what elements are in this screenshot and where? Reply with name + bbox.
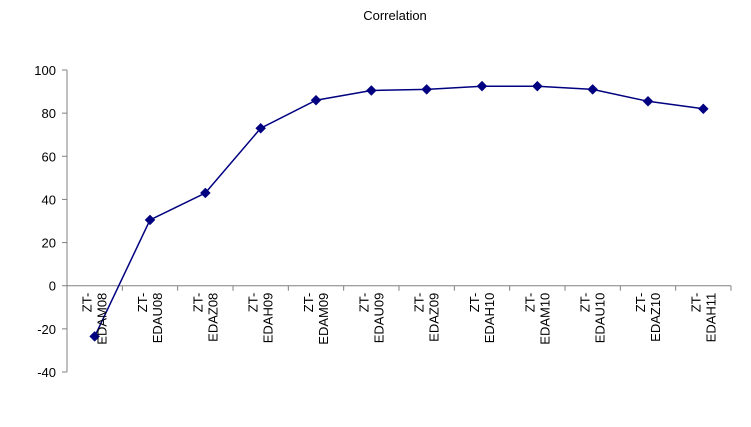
- y-tick-label: 80: [42, 106, 56, 121]
- category-label: ZT-EDAH10: [467, 293, 497, 344]
- series-line: [94, 85, 704, 337]
- category-label: ZT-EDAM10: [522, 293, 552, 345]
- data-point-marker: [199, 187, 211, 199]
- chart-title: Correlation: [363, 8, 427, 23]
- data-point-marker: [365, 85, 377, 96]
- y-tick-label: 100: [34, 63, 56, 78]
- y-tick-label: 0: [49, 279, 56, 294]
- y-tick-label: 40: [42, 192, 56, 207]
- data-point-marker: [89, 331, 101, 342]
- category-label: ZT-EDAZ10: [633, 293, 663, 342]
- data-point-marker: [476, 80, 488, 92]
- y-tick-label: -40: [37, 365, 56, 380]
- category-label: ZT-EDAM09: [301, 293, 331, 345]
- data-point-marker: [255, 122, 267, 134]
- x-axis: [66, 285, 732, 291]
- series: [89, 80, 709, 342]
- category-label: ZT-EDAU09: [356, 293, 386, 344]
- category-label: ZT-EDAZ08: [190, 293, 220, 342]
- category-label: ZT-EDAU10: [578, 293, 608, 344]
- data-point-marker: [697, 103, 709, 115]
- category-labels: ZT-EDAM08 ZT-EDAU08 ZT-EDAZ08 ZT-EDAH09 ZT-E…: [80, 293, 719, 345]
- y-tick-label: -20: [37, 322, 56, 337]
- category-label: ZT-EDAH09: [246, 293, 276, 344]
- data-point-marker: [642, 95, 654, 107]
- data-point-marker: [144, 214, 156, 226]
- data-point-marker: [587, 84, 599, 95]
- category-label: ZT-EDAM08: [80, 293, 110, 345]
- data-point-marker: [310, 94, 322, 106]
- y-axis: -40 -20 0 20 40 60 80 100: [34, 63, 68, 380]
- category-label: ZT-EDAU08: [135, 293, 165, 344]
- y-tick-label: 60: [42, 149, 56, 164]
- data-point-marker: [421, 84, 433, 95]
- y-tick-label: 20: [42, 236, 56, 251]
- data-point-marker: [531, 80, 543, 92]
- category-label: ZT-EDAZ09: [412, 293, 442, 342]
- category-label: ZT-EDAH11: [688, 293, 718, 343]
